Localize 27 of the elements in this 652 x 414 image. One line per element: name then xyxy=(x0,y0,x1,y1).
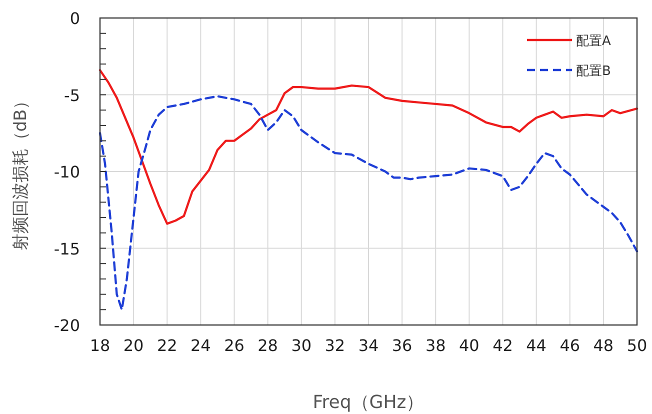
y-tick-label: -20 xyxy=(54,316,80,335)
x-tick-label: 50 xyxy=(626,336,648,355)
x-tick-label: 30 xyxy=(291,336,312,355)
y-tick-label: -10 xyxy=(54,162,80,182)
x-tick-label: 34 xyxy=(358,336,379,355)
line-series xyxy=(98,95,638,311)
x-tick-label: 48 xyxy=(593,336,614,355)
y-axis-title: 射频回波损耗（dB） xyxy=(11,92,31,251)
x-tick-label: 42 xyxy=(492,336,513,355)
x-tick-label: 20 xyxy=(123,336,144,355)
x-tick-label: 18 xyxy=(90,336,110,355)
x-tick-label: 22 xyxy=(156,336,178,355)
y-tick-label: -5 xyxy=(64,86,80,105)
legend-label: 配置B xyxy=(576,64,611,79)
x-tick-label: 24 xyxy=(190,336,211,355)
x-tick-label: 36 xyxy=(392,336,412,355)
x-tick-label: 40 xyxy=(459,336,480,355)
legend-label: 配置A xyxy=(576,34,611,49)
x-tick-label: 44 xyxy=(526,336,546,355)
x-tick-label: 38 xyxy=(425,336,446,355)
x-tick-label: 28 xyxy=(258,336,278,355)
y-tick-label: -15 xyxy=(54,239,80,258)
x-tick-label: 32 xyxy=(324,336,346,355)
x-axis-title: Freq（GHz） xyxy=(312,392,424,413)
y-tick-label: 0 xyxy=(70,9,80,28)
x-tick-label: 46 xyxy=(560,336,580,355)
x-tick-label: 26 xyxy=(224,336,244,355)
